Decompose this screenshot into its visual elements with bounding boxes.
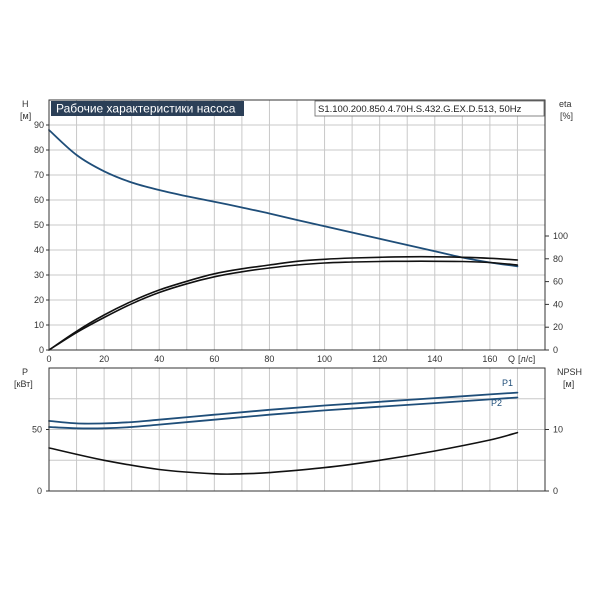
npsh-axis-unit: [м]	[563, 379, 574, 389]
top-chart-grid	[49, 100, 545, 350]
x-tick-label: 120	[372, 354, 387, 364]
y-right-tick-label: 80	[553, 254, 563, 264]
x-tick-label: 40	[154, 354, 164, 364]
y-right-tick-label: 60	[553, 277, 563, 287]
y-left-tick-label: 70	[34, 170, 44, 180]
y-left-tick-label: 0	[39, 345, 44, 355]
y-left-axis-unit: [м]	[20, 111, 31, 121]
y-right-tick-label: 20	[553, 322, 563, 332]
y-left-tick-label: 40	[34, 245, 44, 255]
bottom-chart-series	[48, 391, 519, 475]
chart-title: Рабочие характеристики насоса	[56, 102, 236, 116]
x-axis-label: Q	[508, 354, 515, 364]
series-label-p2: P2	[491, 398, 502, 408]
top-chart-series	[48, 129, 519, 351]
top-series-line-1	[48, 129, 519, 268]
top-series-line-3	[48, 260, 519, 351]
x-tick-label: 140	[427, 354, 442, 364]
bottom-chart-grid	[49, 368, 545, 491]
bottom-chart-ticks: 0 50 0 10	[32, 425, 563, 497]
model-label: S1.100.200.850.4.70H.S.432.G.EX.D.513, 5…	[318, 104, 522, 115]
npsh-axis-label: NPSH	[557, 367, 582, 377]
bottom-series-line-2	[48, 396, 519, 430]
y-right-tick-label: 100	[553, 231, 568, 241]
model-label-box	[314, 100, 545, 117]
npsh-tick-label: 10	[553, 425, 563, 435]
y-left-tick-label: 50	[34, 220, 44, 230]
y-right-axis-label: eta	[559, 99, 572, 109]
x-tick-label: 160	[482, 354, 497, 364]
y-left-tick-label: 10	[34, 320, 44, 330]
y-left-tick-label: 30	[34, 270, 44, 280]
y-right-axis-unit: [%]	[560, 111, 573, 121]
y-left-tick-label: 90	[34, 120, 44, 130]
p-tick-label: 50	[32, 425, 42, 435]
y-right-tick-label: 40	[553, 299, 563, 309]
y-left-tick-label: 80	[34, 145, 44, 155]
p-axis-label: P	[22, 367, 28, 377]
top-series-line-2	[48, 255, 519, 351]
bottom-series-line-1	[48, 391, 519, 425]
x-tick-label: 0	[46, 354, 51, 364]
bottom-series-line-3	[48, 431, 519, 475]
series-label-p1: P1	[502, 378, 513, 388]
y-left-tick-label: 20	[34, 295, 44, 305]
x-axis-unit: [л/с]	[518, 354, 535, 364]
p-tick-label: 0	[37, 486, 42, 496]
chart-title-box	[51, 101, 244, 116]
y-left-tick-label: 60	[34, 195, 44, 205]
x-tick-label: 100	[317, 354, 332, 364]
x-tick-label: 60	[209, 354, 219, 364]
y-left-axis-label: H	[22, 99, 29, 109]
y-right-tick-label: 0	[553, 345, 558, 355]
top-chart-ticks: 0 10 20 30 40 50 60 70 80 90 0 20 40 60 80 100 0 20 40 60 80…	[34, 120, 568, 364]
p-axis-unit: [кВт]	[14, 379, 33, 389]
x-tick-label: 20	[99, 354, 109, 364]
x-tick-label: 80	[264, 354, 274, 364]
npsh-tick-label: 0	[553, 486, 558, 496]
